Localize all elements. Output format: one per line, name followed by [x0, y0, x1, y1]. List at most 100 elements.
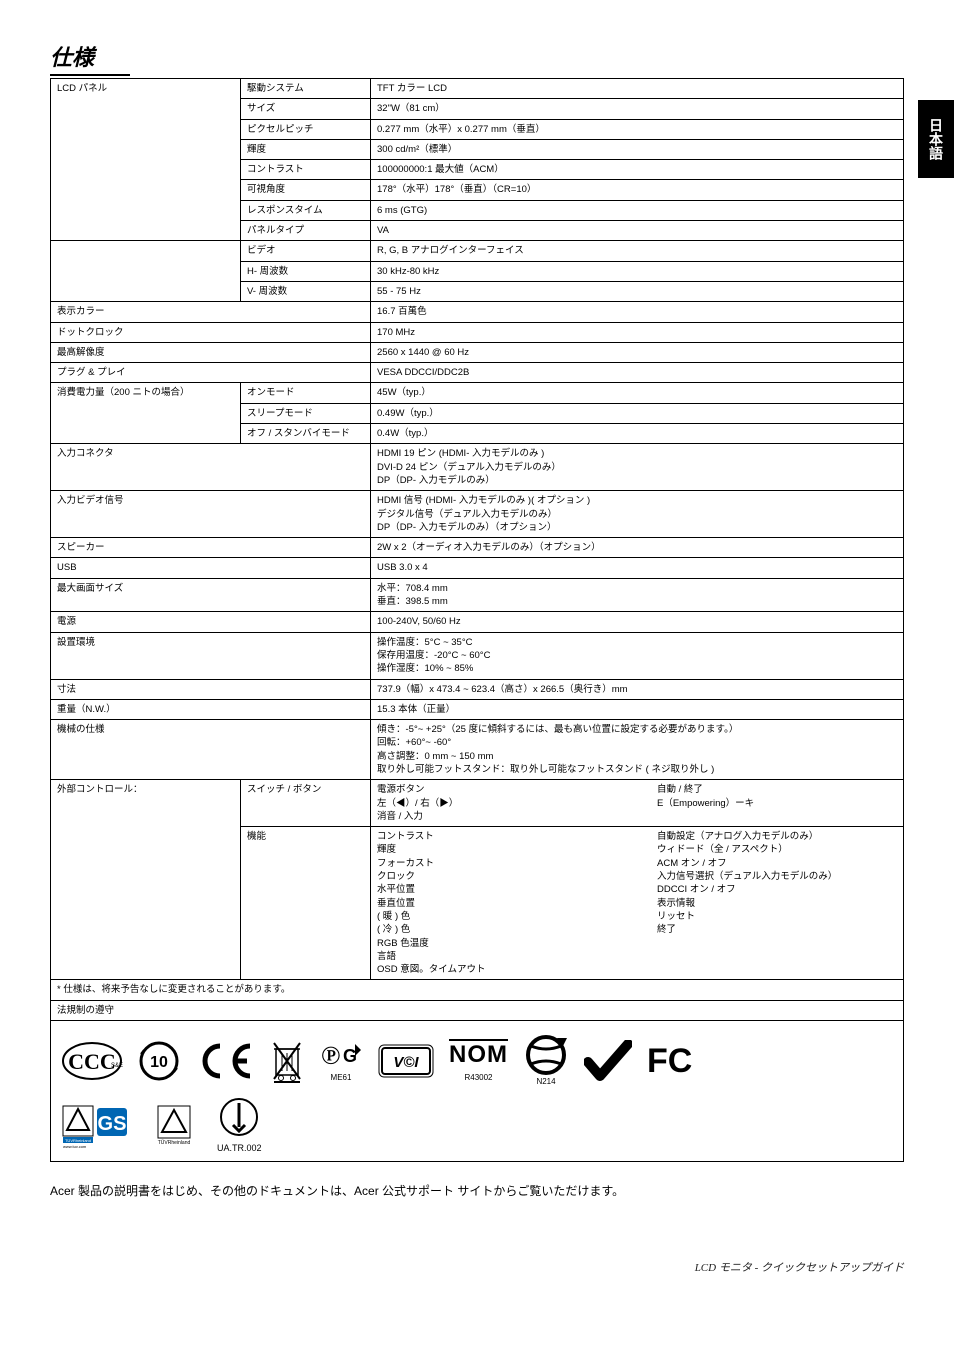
weee-bin-icon — [270, 1039, 304, 1083]
spec-val: 30 kHz-80 kHz — [371, 261, 904, 281]
spec-val: 300 cd/m²（標準） — [371, 139, 904, 159]
spec-val: 0.4W（typ.） — [371, 424, 904, 444]
svg-text:S&E: S&E — [111, 1063, 123, 1069]
spec-key: オンモード — [241, 383, 371, 403]
spec-key: 設置環境 — [51, 632, 371, 679]
spec-key: スリープモード — [241, 403, 371, 423]
spec-val: 15.3 本体（正量） — [371, 699, 904, 719]
spec-val: 45W（typ.） — [371, 383, 904, 403]
external-control-label: 外部コントロール： — [51, 780, 241, 980]
vci-icon: V©I — [378, 1044, 434, 1078]
function-right: 自動設定（アナログ入力モデルのみ） ウィドード（全 / アスペクト） ACM オ… — [657, 830, 897, 976]
uatr-label: UA.TR.002 — [217, 1142, 262, 1155]
spec-val: 737.9（幅）x 473.4 ~ 623.4（高さ）x 266.5（奥行き）m… — [371, 679, 904, 699]
spec-val: VESA DDCCI/DDC2B — [371, 363, 904, 383]
switch-right: 自動 / 終了 E（Empowering）ーキ — [657, 783, 897, 823]
compliance-cell: CCCS&E 10 ℗G ME61 V©I NOM R43002 N214 — [51, 1021, 904, 1162]
svg-text:CCC: CCC — [68, 1049, 116, 1074]
svg-text:GS: GS — [98, 1113, 127, 1135]
spec-val: 2W x 2（オーディオ入力モデルのみ）（オプション） — [371, 538, 904, 558]
switch-label: スイッチ / ボタン — [241, 780, 371, 827]
spec-note: * 仕様は、将来予告なしに変更されることがあります。 — [51, 980, 904, 1000]
compliance-icons-row2: TÜVRheinland GS www.tuv.com TÜVRheinland U… — [57, 1097, 897, 1158]
spec-val: 100-240V, 50/60 Hz — [371, 612, 904, 632]
lcd-panel-label: LCD パネル — [51, 79, 241, 241]
footer: LCD モニタ - クイックセットアップガイド — [50, 1259, 904, 1275]
spec-key: レスポンスタイム — [241, 200, 371, 220]
spec-val: USB 3.0 x 4 — [371, 558, 904, 578]
nom-icon: NOM R43002 — [449, 1038, 508, 1083]
switch-left: 電源ボタン 左（◀）/ 右（▶） 消音 / 入力 — [377, 783, 617, 823]
function-label: 機能 — [241, 827, 371, 980]
function-left: コントラスト 輝度 フォーカスト クロック 水平位置 垂直位置 ( 暖 ) 色 … — [377, 830, 617, 976]
pc-me61-icon: ℗G ME61 — [319, 1038, 363, 1083]
page-title: 仕様 — [50, 40, 130, 76]
recycle-10-icon: 10 — [138, 1040, 180, 1082]
power-label: 消費電力量（200 ニトの場合） — [51, 383, 241, 444]
spec-val: 100000000:1 最大値（ACM） — [371, 160, 904, 180]
spec-val: 16.7 百萬色 — [371, 302, 904, 322]
spec-val: TFT カラー LCD — [371, 79, 904, 99]
function-content: コントラスト 輝度 フォーカスト クロック 水平位置 垂直位置 ( 暖 ) 色 … — [371, 827, 904, 980]
r43002-label: R43002 — [449, 1072, 508, 1083]
spec-val: 傾き：-5°~ +25°（25 度に傾斜するには、最も高い位置に設定する必要があ… — [371, 720, 904, 780]
spec-val: 0.49W（typ.） — [371, 403, 904, 423]
spec-key: 最大画面サイズ — [51, 578, 371, 612]
spec-key: サイズ — [241, 99, 371, 119]
spec-table: LCD パネル 駆動システム TFT カラー LCD サイズ32"W（81 cm… — [50, 78, 904, 1162]
n214-label: N214 — [523, 1076, 569, 1087]
spec-key: 可視角度 — [241, 180, 371, 200]
spec-key: H- 周波数 — [241, 261, 371, 281]
svg-text:www.tuv.com: www.tuv.com — [63, 1144, 87, 1148]
spec-key: プラグ & プレイ — [51, 363, 371, 383]
svg-text:TÜVRheinland: TÜVRheinland — [158, 1139, 191, 1146]
ce-icon — [195, 1040, 255, 1082]
footnote: Acer 製品の説明書をはじめ、その他のドキュメントは、Acer 公式サポート … — [50, 1182, 904, 1199]
language-tab: 日本語 — [918, 100, 954, 178]
spec-key: 駆動システム — [241, 79, 371, 99]
switch-content: 電源ボタン 左（◀）/ 右（▶） 消音 / 入力 自動 / 終了 E（Empow… — [371, 780, 904, 827]
tuv-gs-icon: TÜVRheinland GS www.tuv.com — [61, 1104, 131, 1148]
spec-key: 寸法 — [51, 679, 371, 699]
spec-key: 入力ビデオ信号 — [51, 491, 371, 538]
spec-key: 輝度 — [241, 139, 371, 159]
me61-label: ME61 — [319, 1072, 363, 1083]
spec-key: 最高解像度 — [51, 342, 371, 362]
fcc-icon: FC — [647, 1040, 705, 1082]
spec-val: 0.277 mm（水平）x 0.277 mm（垂直） — [371, 119, 904, 139]
svg-text:TÜVRheinland: TÜVRheinland — [65, 1138, 91, 1143]
spec-key: スピーカー — [51, 538, 371, 558]
spec-val: R, G, B アナログインターフェイス — [371, 241, 904, 261]
spec-key: ピクセルピッチ — [241, 119, 371, 139]
spec-key: 機械の仕様 — [51, 720, 371, 780]
spec-val: 32"W（81 cm） — [371, 99, 904, 119]
spec-val: HDMI 信号 (HDMI- 入力モデルのみ )( オプション ) デジタル信号… — [371, 491, 904, 538]
spec-val: 操作温度：5°C ~ 35°C 保存用温度：-20°C ~ 60°C 操作湿度：… — [371, 632, 904, 679]
spec-val: 6 ms (GTG) — [371, 200, 904, 220]
spec-val: 2560 x 1440 @ 60 Hz — [371, 342, 904, 362]
spec-val: 水平：708.4 mm 垂直：398.5 mm — [371, 578, 904, 612]
spec-key: ドットクロック — [51, 322, 371, 342]
spec-key: 電源 — [51, 612, 371, 632]
spec-key: コントラスト — [241, 160, 371, 180]
spec-key: USB — [51, 558, 371, 578]
spec-val: VA — [371, 221, 904, 241]
tick-icon — [584, 1040, 632, 1082]
compliance-label: 法規制の遵守 — [51, 1000, 904, 1020]
spec-key: ビデオ — [241, 241, 371, 261]
spec-val: 55 - 75 Hz — [371, 281, 904, 301]
spec-key: 表示カラー — [51, 302, 371, 322]
spec-key: 入力コネクタ — [51, 444, 371, 491]
compliance-icons-row1: CCCS&E 10 ℗G ME61 V©I NOM R43002 N214 — [57, 1024, 897, 1097]
svg-text:FC: FC — [647, 1042, 692, 1080]
uatr-icon: UA.TR.002 — [217, 1097, 262, 1154]
spec-key: パネルタイプ — [241, 221, 371, 241]
tuv-icon: TÜVRheinland — [156, 1104, 192, 1148]
globe-icon: N214 — [523, 1034, 569, 1087]
ccc-icon: CCCS&E — [61, 1041, 123, 1081]
spec-val: 178°（水平）178°（垂直）（CR=10） — [371, 180, 904, 200]
spec-key: V- 周波数 — [241, 281, 371, 301]
spec-key: 重量（N.W.） — [51, 699, 371, 719]
svg-text:℗: ℗ — [321, 1041, 340, 1070]
spec-val: 170 MHz — [371, 322, 904, 342]
